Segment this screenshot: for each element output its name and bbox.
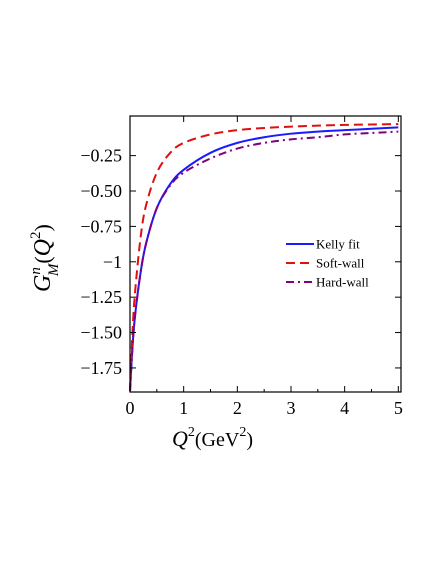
x-tick-label: 3 (286, 398, 295, 418)
y-tick-label: −1.50 (80, 323, 122, 343)
y-axis-label-q: Q (30, 239, 56, 256)
plot-marks (129, 123, 399, 392)
y-tick-label: −1.75 (80, 358, 122, 378)
series-line-hard-wall (129, 130, 399, 392)
x-axis-label-unit-close: ) (246, 429, 253, 451)
y-axis-label-open: ( (30, 256, 55, 263)
y-tick-label: −0.25 (80, 146, 122, 166)
plot-frame (129, 115, 402, 393)
y-axis-label-close: ) (30, 224, 55, 231)
x-axis-label-unit-sup: 2 (239, 425, 246, 440)
legend-label: Soft-wall (316, 256, 365, 271)
legend-label: Kelly fit (316, 237, 360, 252)
x-tick-label: 2 (233, 398, 242, 418)
x-axis-label: Q2(GeV2) (172, 425, 253, 451)
axis-ticks: 0 1 2 3 4 5 −0.25 −0.50 −0.75 −1 −1.25 −1.50 −1.75 (80, 116, 403, 418)
y-axis-label: Gn M(Q2) (28, 224, 62, 292)
y-tick-label: −0.75 (80, 216, 122, 236)
series-line-soft-wall (129, 123, 399, 392)
series-line-kelly-fit (129, 126, 399, 392)
y-tick-label: −1.25 (80, 287, 122, 307)
y-tick-label: −1 (103, 252, 122, 272)
legend-label: Hard-wall (316, 275, 369, 290)
x-tick-label: 0 (126, 398, 135, 418)
y-axis-label-sup: n (28, 267, 44, 275)
x-axis-label-sup: 2 (188, 425, 195, 440)
x-tick-label: 1 (179, 398, 188, 418)
legend: Kelly fit Soft-wall Hard-wall (286, 237, 369, 290)
x-tick-label: 5 (394, 398, 403, 418)
y-axis-label-g: G (30, 275, 56, 292)
x-axis-label-unit: (GeV (195, 429, 240, 451)
x-tick-label: 4 (340, 398, 349, 418)
y-tick-label: −0.50 (80, 181, 122, 201)
x-axis-label-q: Q (172, 426, 188, 451)
y-axis-label-q-sup: 2 (28, 231, 44, 239)
y-axis-label-sub: M (46, 262, 62, 277)
